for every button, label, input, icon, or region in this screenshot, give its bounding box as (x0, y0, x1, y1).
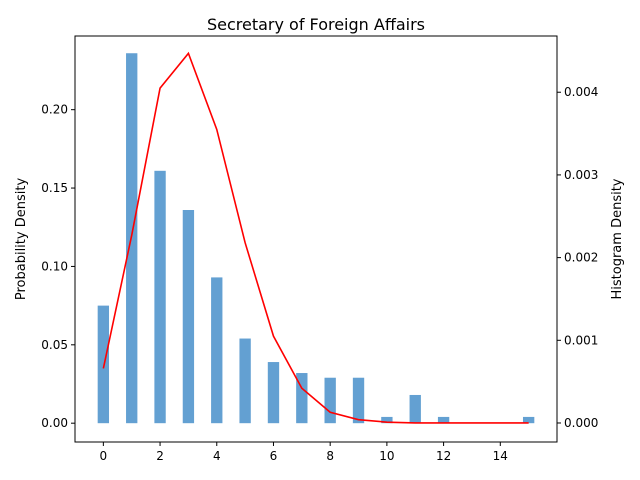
x-axis: 0 2 4 6 8 10 12 14 (100, 442, 508, 463)
x-tick-label: 4 (213, 449, 221, 463)
y-right-tick-label: 0.002 (564, 251, 598, 265)
y-right-tick-label: 0.001 (564, 333, 598, 347)
histogram-bar (182, 210, 195, 424)
y-left-tick-label: 0.15 (41, 181, 68, 195)
x-tick-label: 8 (326, 449, 334, 463)
histogram-bar (267, 362, 280, 424)
x-tick-label: 2 (156, 449, 164, 463)
x-tick-label: 6 (270, 449, 278, 463)
histogram-bar (154, 170, 166, 424)
histogram-bar (522, 416, 535, 424)
plot-frame (74, 35, 558, 443)
histogram-bar (381, 416, 393, 424)
histogram-bar (352, 377, 365, 424)
y-right-tick-label: 0.000 (564, 416, 598, 430)
y-right-tick-label: 0.004 (564, 85, 598, 99)
histogram-bar (239, 338, 251, 424)
histogram-bar (211, 277, 223, 424)
histogram-bar (409, 394, 421, 424)
x-tick-label: 14 (493, 449, 508, 463)
x-tick-label: 12 (436, 449, 451, 463)
x-tick-label: 0 (100, 449, 108, 463)
y-left-tick-label: 0.20 (41, 103, 68, 117)
y-left-tick-label: 0.05 (41, 338, 68, 352)
histogram-bar (324, 377, 336, 424)
histogram-bars (97, 53, 535, 424)
y-axis-right: 0.000 0.001 0.002 0.003 0.004 (557, 85, 598, 430)
x-tick-label: 10 (379, 449, 394, 463)
y-axis-left: 0.00 0.05 0.10 0.15 0.20 (41, 103, 75, 430)
histogram-bar (97, 305, 110, 424)
chart-title: Secretary of Foreign Affairs (207, 15, 425, 34)
histogram-bar (437, 416, 450, 424)
y-left-tick-label: 0.10 (41, 259, 68, 273)
density-line (102, 51, 529, 424)
y-right-tick-label: 0.003 (564, 168, 598, 182)
histogram-bar (296, 373, 308, 424)
y-axis-label-left: Probability Density (14, 178, 29, 301)
y-left-tick-label: 0.00 (41, 416, 68, 430)
y-axis-label-right: Histogram Density (610, 178, 625, 299)
density-line-path (102, 51, 529, 424)
